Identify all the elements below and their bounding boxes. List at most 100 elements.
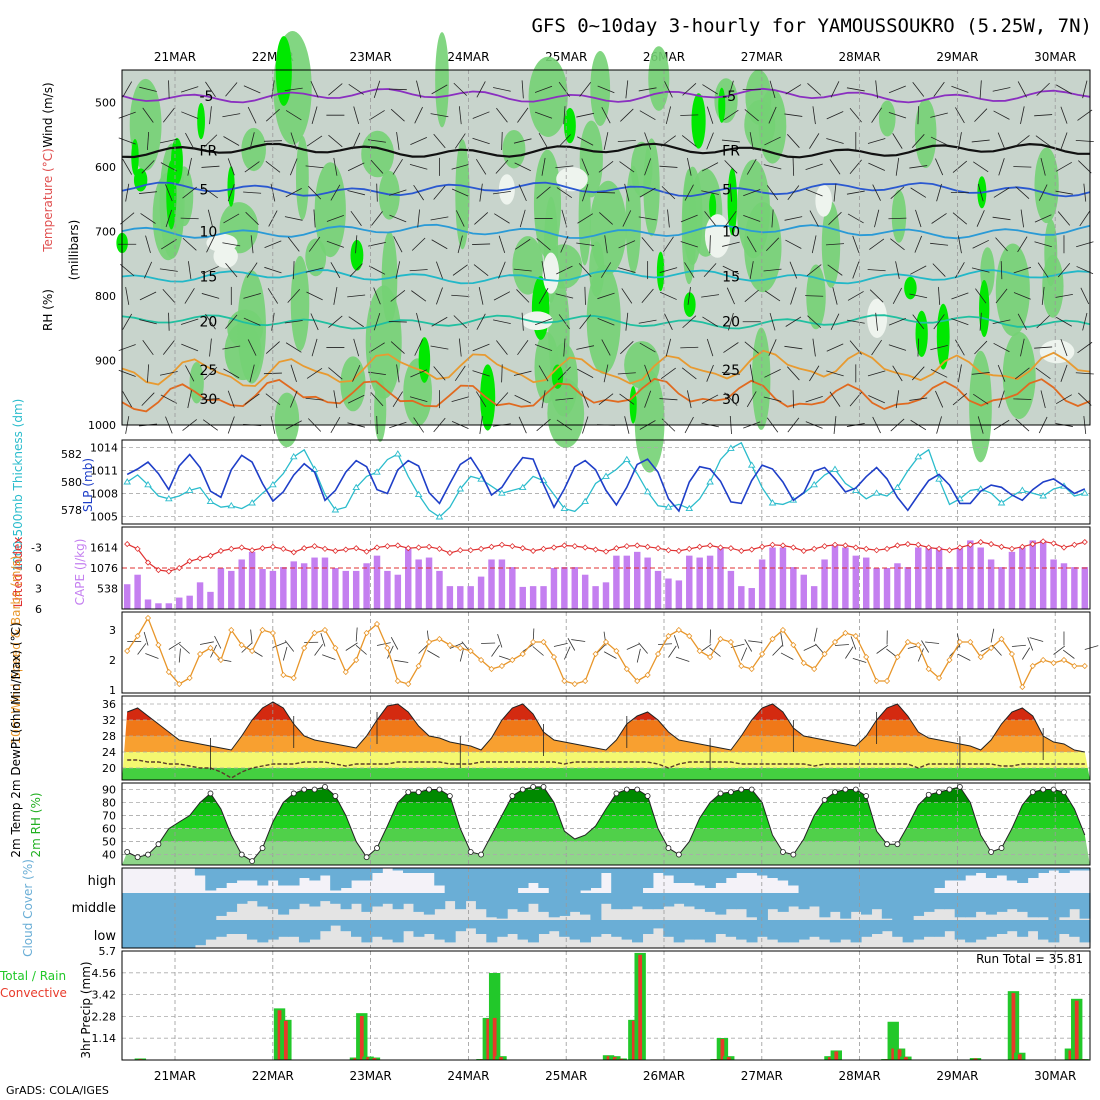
date-label-bottom: 24MAR <box>447 1069 489 1083</box>
precip-convective-bar <box>828 1057 832 1060</box>
li-point <box>956 544 963 551</box>
cloud-cover-bar <box>132 893 144 920</box>
wind-barb <box>416 312 422 331</box>
wind-barb-10m <box>178 643 190 654</box>
wind-barb <box>771 209 774 228</box>
wind-barb-10m <box>780 632 784 647</box>
wind-speed-point <box>238 641 245 649</box>
cloud-cover-bar <box>579 893 591 915</box>
cloud-cover-bar <box>902 920 914 943</box>
wind-barb <box>680 241 698 248</box>
thickness-point <box>831 465 839 472</box>
cloud-cover-bar <box>788 868 800 886</box>
cape-bar <box>405 548 412 609</box>
rh-dry-area <box>1039 339 1075 364</box>
cloud-cover-bar <box>153 893 165 920</box>
wind-barb <box>308 236 321 252</box>
wind-barb <box>431 84 448 95</box>
wind-barb <box>353 338 360 357</box>
wind-barb <box>869 289 884 303</box>
wind-barb <box>265 160 281 173</box>
wind-barb <box>826 138 844 144</box>
wind-barb <box>997 364 1006 382</box>
wind-barb <box>620 108 634 122</box>
wind-barb <box>932 263 946 277</box>
cloud-cover-bar <box>840 920 852 940</box>
wind-speed-point <box>654 650 662 658</box>
cloud-cover-bar <box>298 893 310 904</box>
wind-speed-point <box>155 641 162 649</box>
wind-barb <box>827 264 843 276</box>
wind-barb <box>205 81 216 98</box>
wind-barb <box>223 368 240 379</box>
precip-total-bar <box>488 972 501 1060</box>
cape-bar <box>300 563 308 609</box>
wind-barb <box>514 394 531 404</box>
thickness-point <box>872 489 881 496</box>
wind-barb-10m <box>553 642 568 647</box>
wind-barb <box>368 371 386 376</box>
wind-barb <box>1078 392 1092 406</box>
precip-convective-bar <box>631 1020 636 1060</box>
wind-tick: 1 <box>109 684 116 697</box>
cloud-cover-bar <box>850 893 862 912</box>
wind-barb-10m <box>780 652 794 660</box>
temp-band <box>122 768 1090 780</box>
cape-bar <box>176 597 183 609</box>
wind-barb <box>998 390 1005 408</box>
wind-barb <box>787 366 800 381</box>
li-point <box>259 545 266 552</box>
wind-barb <box>667 209 670 228</box>
wind-barb <box>555 165 574 169</box>
slp-tick: 1005 <box>90 510 118 523</box>
cloud-cover-bar <box>736 920 748 940</box>
wind-barb <box>930 344 948 351</box>
wind-barb <box>704 211 716 226</box>
wind-barb <box>141 392 155 406</box>
rh-saturated-area <box>629 385 637 424</box>
wind-barb <box>597 317 615 326</box>
cape-bar <box>852 555 860 609</box>
wind-barb <box>746 236 757 253</box>
wind-barb <box>805 295 824 297</box>
wind-barb <box>663 236 674 252</box>
li-point <box>894 542 901 549</box>
wind-barb <box>1040 157 1046 176</box>
wind-barb <box>909 397 928 401</box>
wind-barb <box>513 138 532 144</box>
wind-barb <box>348 83 364 95</box>
wind-barb <box>142 340 154 356</box>
wind-barb <box>682 315 697 329</box>
cloud-cover-bar <box>1079 868 1091 871</box>
rh-point <box>322 784 328 790</box>
isotherm-label: 15 <box>199 270 217 286</box>
wind-barb <box>701 162 719 172</box>
temp-frame <box>121 695 1091 781</box>
wind-barb <box>555 293 574 299</box>
wind-barb-10m <box>314 643 324 656</box>
wind-barb <box>1015 135 1030 147</box>
cloud-cover-bar <box>246 868 258 881</box>
wind-barb <box>501 364 503 383</box>
cloud-cover-bar <box>340 920 352 932</box>
wind-barb <box>603 364 609 383</box>
cloud-cover-bar <box>548 893 560 918</box>
cloud-cover-bar <box>632 920 644 943</box>
cloud-cover-bar <box>777 893 789 912</box>
rh-tick: 80 <box>102 797 116 810</box>
wind-barb-10m <box>250 629 253 644</box>
cloud-cover-bar <box>548 920 560 932</box>
rh-moist-area <box>914 98 937 169</box>
wind-barb-10m <box>626 643 640 650</box>
wind-barb <box>453 82 468 96</box>
wind-barb <box>910 265 927 275</box>
cloud-cover-bar <box>798 868 810 893</box>
cloud-cover-bar <box>403 868 415 873</box>
cloud-cover-bar <box>507 868 519 893</box>
wind-barb <box>162 107 175 123</box>
cloud-cover-bar <box>455 868 467 893</box>
cloud-cover-bar <box>642 920 654 934</box>
rh-moist-area <box>189 362 204 404</box>
cloud-cover-bar <box>756 893 768 920</box>
cloud-cover-bar <box>361 893 373 912</box>
